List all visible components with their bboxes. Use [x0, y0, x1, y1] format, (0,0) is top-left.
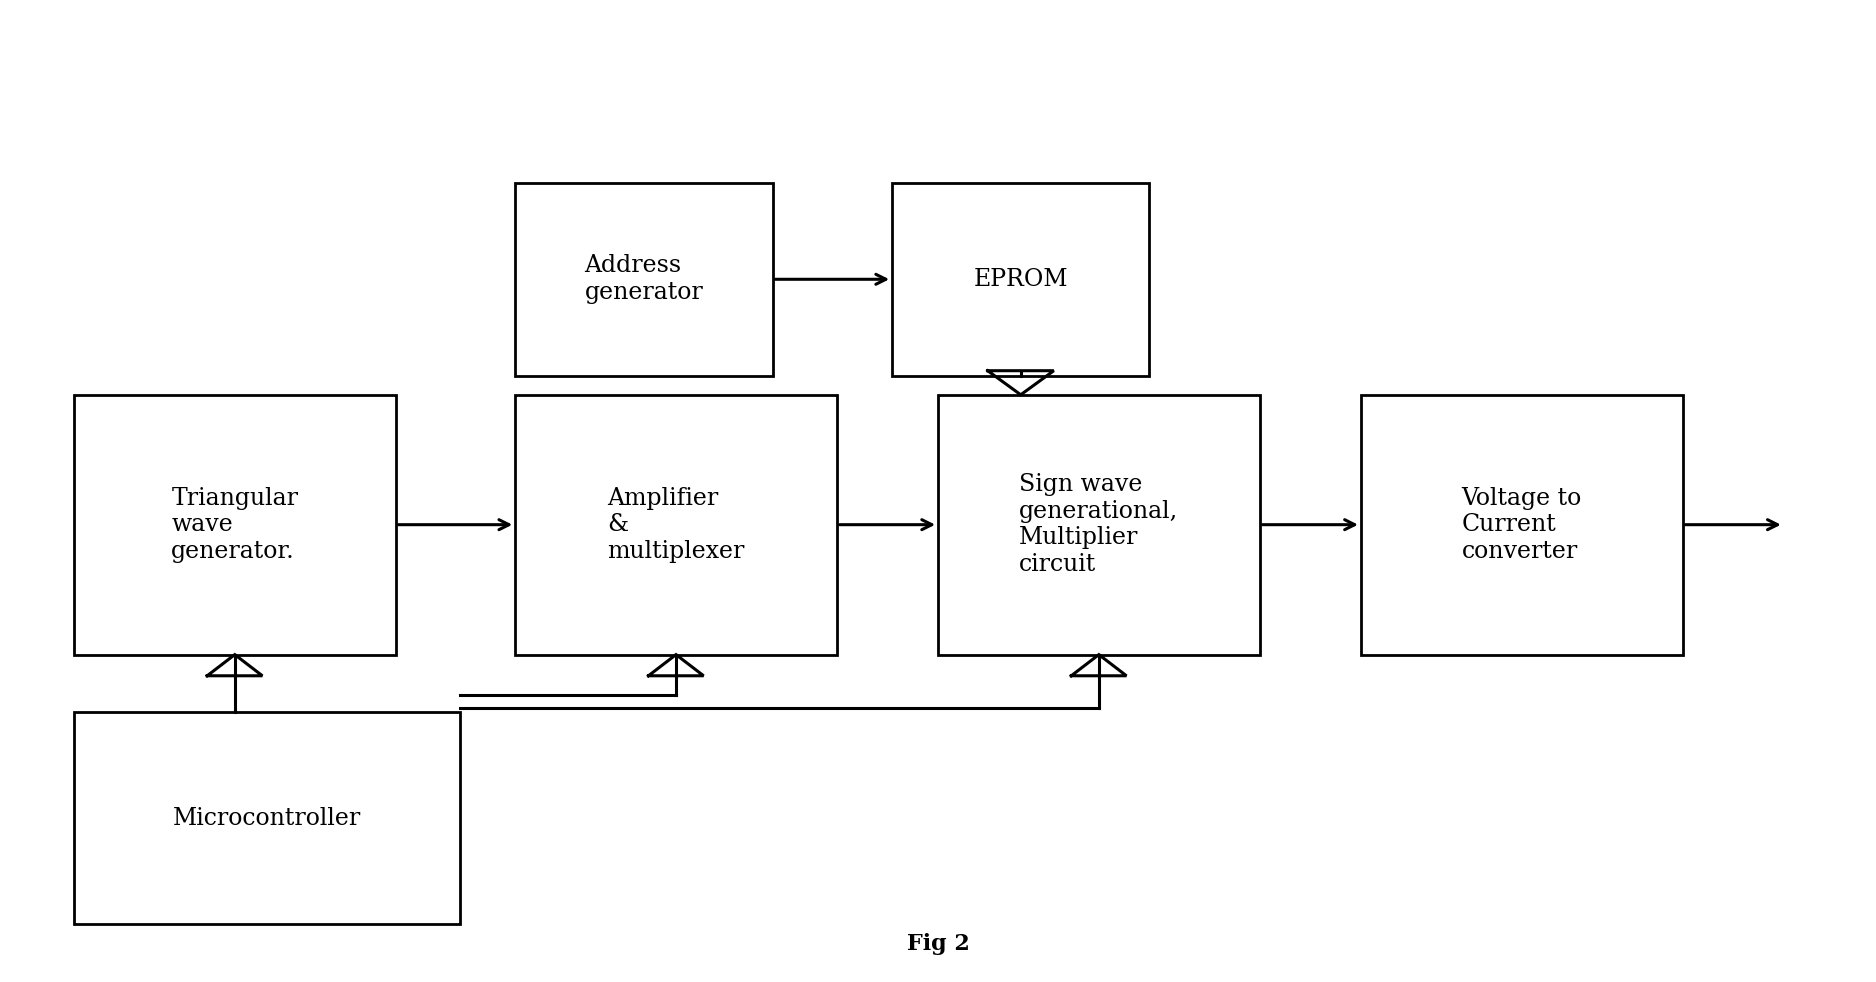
- Bar: [516, 395, 837, 655]
- Text: Address
generator: Address generator: [585, 254, 704, 304]
- Text: Fig 2: Fig 2: [906, 933, 970, 955]
- Bar: [516, 183, 773, 375]
- Text: Amplifier
&
multiplexer: Amplifier & multiplexer: [608, 487, 745, 563]
- Text: Triangular
wave
generator.: Triangular wave generator.: [171, 487, 298, 563]
- Text: EPROM: EPROM: [974, 268, 1067, 291]
- Bar: [938, 395, 1261, 655]
- Bar: [1360, 395, 1683, 655]
- Text: Sign wave
generational,
Multiplier
circuit: Sign wave generational, Multiplier circu…: [1019, 473, 1178, 576]
- Text: Voltage to
Current
converter: Voltage to Current converter: [1461, 487, 1581, 563]
- Text: Microcontroller: Microcontroller: [173, 806, 360, 830]
- Bar: [73, 712, 460, 924]
- Bar: [891, 183, 1150, 375]
- Bar: [73, 395, 396, 655]
